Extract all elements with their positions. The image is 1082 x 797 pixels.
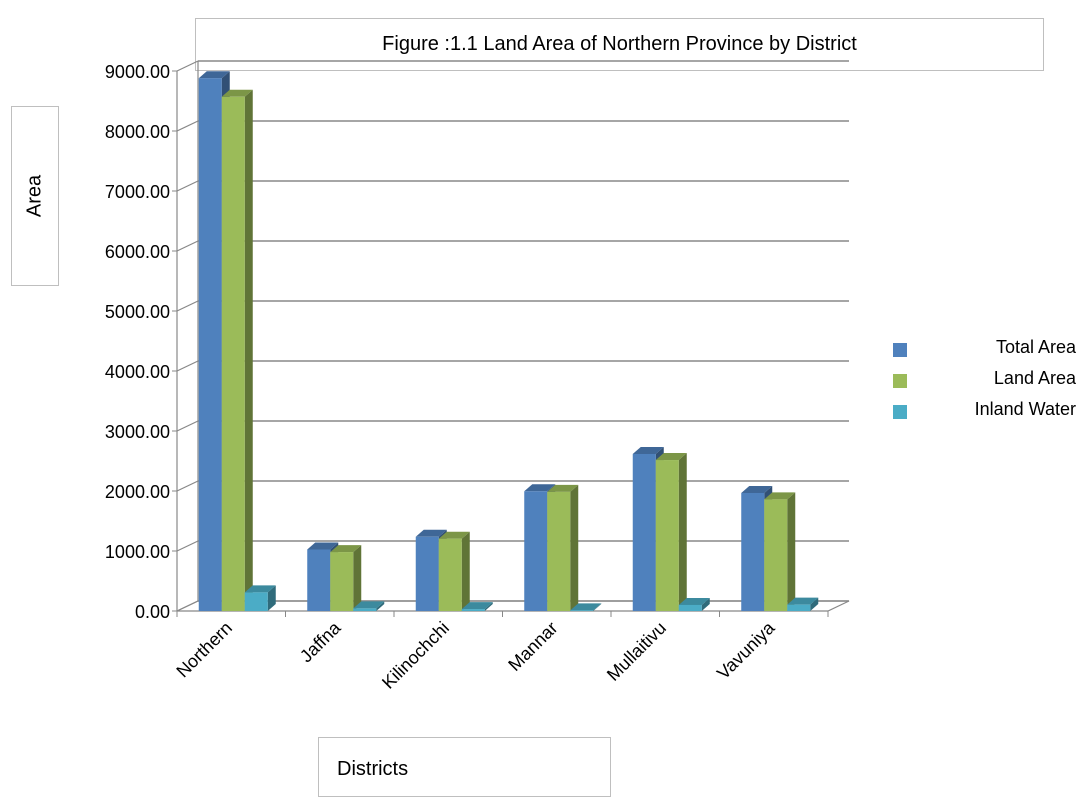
gridline-side bbox=[176, 180, 199, 192]
legend-item: Inland Water bbox=[890, 398, 1080, 429]
bar-side bbox=[570, 484, 579, 611]
bar-3-0 bbox=[524, 491, 548, 611]
x-tick-label: Northern bbox=[172, 618, 236, 682]
bar-1-0 bbox=[307, 549, 331, 611]
bar-side bbox=[678, 453, 687, 611]
y-tick-label: 3000.00 bbox=[105, 422, 170, 442]
bar-4-0 bbox=[632, 453, 656, 611]
gridline-side bbox=[176, 480, 199, 492]
y-tick-label: 9000.00 bbox=[105, 62, 170, 82]
bar-1-1 bbox=[330, 552, 354, 611]
bar-top bbox=[353, 601, 385, 609]
bar-top bbox=[524, 484, 556, 492]
gridline-side bbox=[176, 300, 199, 312]
chart-legend: Total Area Land Area Inland Water bbox=[890, 336, 1080, 429]
x-axis-label: Districts bbox=[337, 758, 409, 780]
bar-top bbox=[221, 89, 253, 97]
bar-top bbox=[655, 453, 687, 461]
bar-4-2 bbox=[678, 604, 702, 611]
gridline-side bbox=[176, 420, 199, 432]
gridline-side bbox=[176, 540, 199, 552]
bar-5-0 bbox=[741, 492, 765, 611]
bar-top bbox=[678, 597, 710, 605]
y-axis-label-box: Area bbox=[11, 106, 59, 286]
bar-top bbox=[787, 597, 819, 605]
y-tick-label: 5000.00 bbox=[105, 302, 170, 322]
bar-1-2 bbox=[353, 608, 377, 611]
bar-top bbox=[547, 484, 579, 492]
y-tick-label: 8000.00 bbox=[105, 122, 170, 142]
bar-side bbox=[267, 585, 276, 611]
gridline-side bbox=[176, 120, 199, 132]
bar-0-2 bbox=[244, 592, 268, 611]
bar-side bbox=[701, 597, 710, 611]
legend-item: Total Area bbox=[890, 336, 1080, 367]
bar-top bbox=[438, 531, 470, 539]
x-tick-label: Mullaitivu bbox=[603, 618, 670, 685]
bar-side bbox=[787, 492, 796, 611]
x-axis-label-box: Districts bbox=[318, 737, 611, 797]
x-tick-label: Kilinochchi bbox=[378, 618, 453, 693]
bar-side bbox=[353, 545, 362, 611]
bar-side bbox=[593, 603, 602, 611]
bar-0-1 bbox=[221, 96, 245, 612]
x-tick-label: Mannar bbox=[504, 618, 561, 675]
bar-top bbox=[461, 602, 493, 610]
bar-3-2 bbox=[570, 610, 594, 611]
y-tick-label: 7000.00 bbox=[105, 182, 170, 202]
bar-side bbox=[244, 89, 253, 612]
bar-side bbox=[376, 601, 385, 611]
bar-3-1 bbox=[547, 491, 571, 611]
bar-2-2 bbox=[461, 609, 485, 611]
legend-swatch bbox=[893, 405, 907, 419]
bar-top bbox=[244, 585, 276, 593]
y-tick-label: 6000.00 bbox=[105, 242, 170, 262]
bar-2-1 bbox=[438, 538, 462, 611]
y-tick-label: 2000.00 bbox=[105, 482, 170, 502]
bar-top bbox=[570, 603, 602, 611]
bar-5-2 bbox=[787, 604, 811, 611]
y-tick-label: 4000.00 bbox=[105, 362, 170, 382]
bar-side bbox=[461, 531, 470, 611]
bar-side bbox=[810, 597, 819, 611]
gridline-side bbox=[176, 360, 199, 372]
gridline-side bbox=[176, 240, 199, 252]
chart-title: Figure :1.1 Land Area of Northern Provin… bbox=[382, 33, 857, 55]
bar-top bbox=[632, 446, 664, 454]
bar-top bbox=[764, 492, 796, 500]
bar-2-0 bbox=[415, 536, 439, 611]
bar-side bbox=[484, 602, 493, 611]
legend-label: Total Area bbox=[995, 337, 1076, 357]
legend-swatch bbox=[893, 374, 907, 388]
x-tick-label: Vavuniya bbox=[713, 617, 779, 683]
y-tick-label: 0.00 bbox=[135, 602, 170, 622]
legend-swatch bbox=[893, 343, 907, 357]
bar-5-1 bbox=[764, 499, 788, 611]
bar-top bbox=[741, 485, 773, 493]
bar-0-0 bbox=[198, 78, 222, 611]
bar-top bbox=[307, 542, 339, 550]
legend-item: Land Area bbox=[890, 367, 1080, 398]
chart-title-box: Figure :1.1 Land Area of Northern Provin… bbox=[195, 18, 1044, 71]
legend-label: Inland Water bbox=[974, 399, 1076, 419]
gridline-side bbox=[176, 60, 199, 72]
x-tick-label: Jaffna bbox=[296, 617, 345, 666]
bar-top bbox=[330, 545, 362, 553]
bar-top bbox=[415, 529, 447, 537]
y-tick-label: 1000.00 bbox=[105, 542, 170, 562]
legend-label: Land Area bbox=[988, 368, 1076, 388]
bar-top bbox=[198, 71, 230, 79]
bar-4-1 bbox=[655, 460, 679, 611]
